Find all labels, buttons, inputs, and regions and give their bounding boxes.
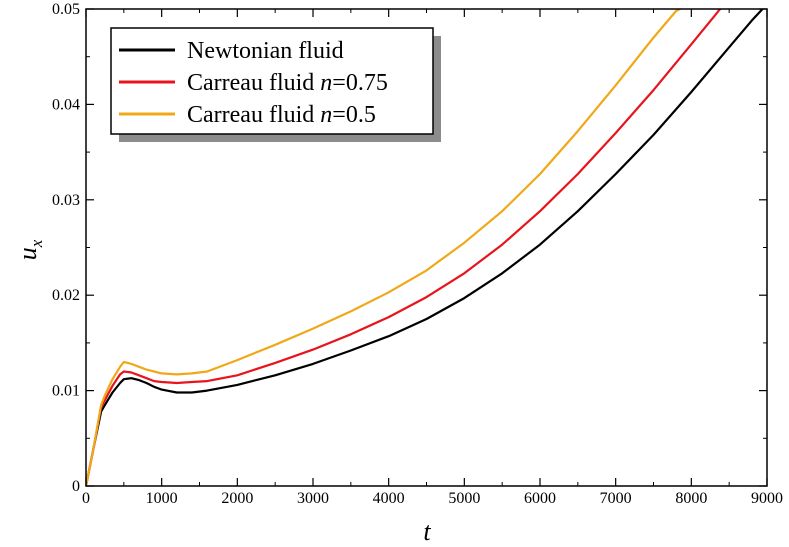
y-tick-label: 0.05 [52,1,80,18]
series-line-2 [86,9,722,486]
legend-label-part: =0.5 [332,102,376,128]
y-axis-title-base: u [13,247,42,260]
legend-label-2: Carreau fluid n=0.75 [187,70,388,96]
legend-label-1: Newtonian fluid [187,38,344,64]
x-axis-title: t [423,517,431,546]
legend-label-part: n [320,102,332,128]
x-tick-label: 9000 [751,490,783,507]
y-tick-label: 0.02 [52,287,80,304]
tick-labels-layer: 0 1000 2000 3000 4000 5000 6000 7000 8000 9000 0 0.… [52,1,783,507]
y-axis-title: ux [13,239,46,260]
y-tick-label: 0 [72,478,80,495]
legend-label-3: Carreau fluid n=0.5 [187,102,376,128]
x-tick-label: 1000 [146,490,178,507]
legend-label-part: Carreau fluid [187,70,320,96]
series-line-1 [86,9,765,486]
legend-label-part: =0.75 [332,70,388,96]
x-tick-label: 3000 [297,490,329,507]
x-tick-label: 2000 [221,490,253,507]
y-axis-title-subscript: x [27,239,46,248]
y-tick-label: 0.03 [52,192,80,209]
x-tick-label: 4000 [373,490,405,507]
x-tick-label: 6000 [524,490,556,507]
x-tick-label: 7000 [600,490,632,507]
y-axis-title-text: ux [13,239,46,260]
x-tick-label: 5000 [448,490,480,507]
y-tick-label: 0.04 [52,96,80,113]
x-tick-label: 8000 [675,490,707,507]
legend-label-part: n [320,70,332,96]
series-line-3 [86,9,683,486]
x-tick-label: 0 [82,490,90,507]
y-tick-label: 0.01 [52,383,80,400]
ticks-layer [85,8,768,487]
legend-label-part: Carreau fluid [187,102,320,128]
legend-label-part: Newtonian fluid [187,38,344,64]
series-layer [86,9,765,486]
